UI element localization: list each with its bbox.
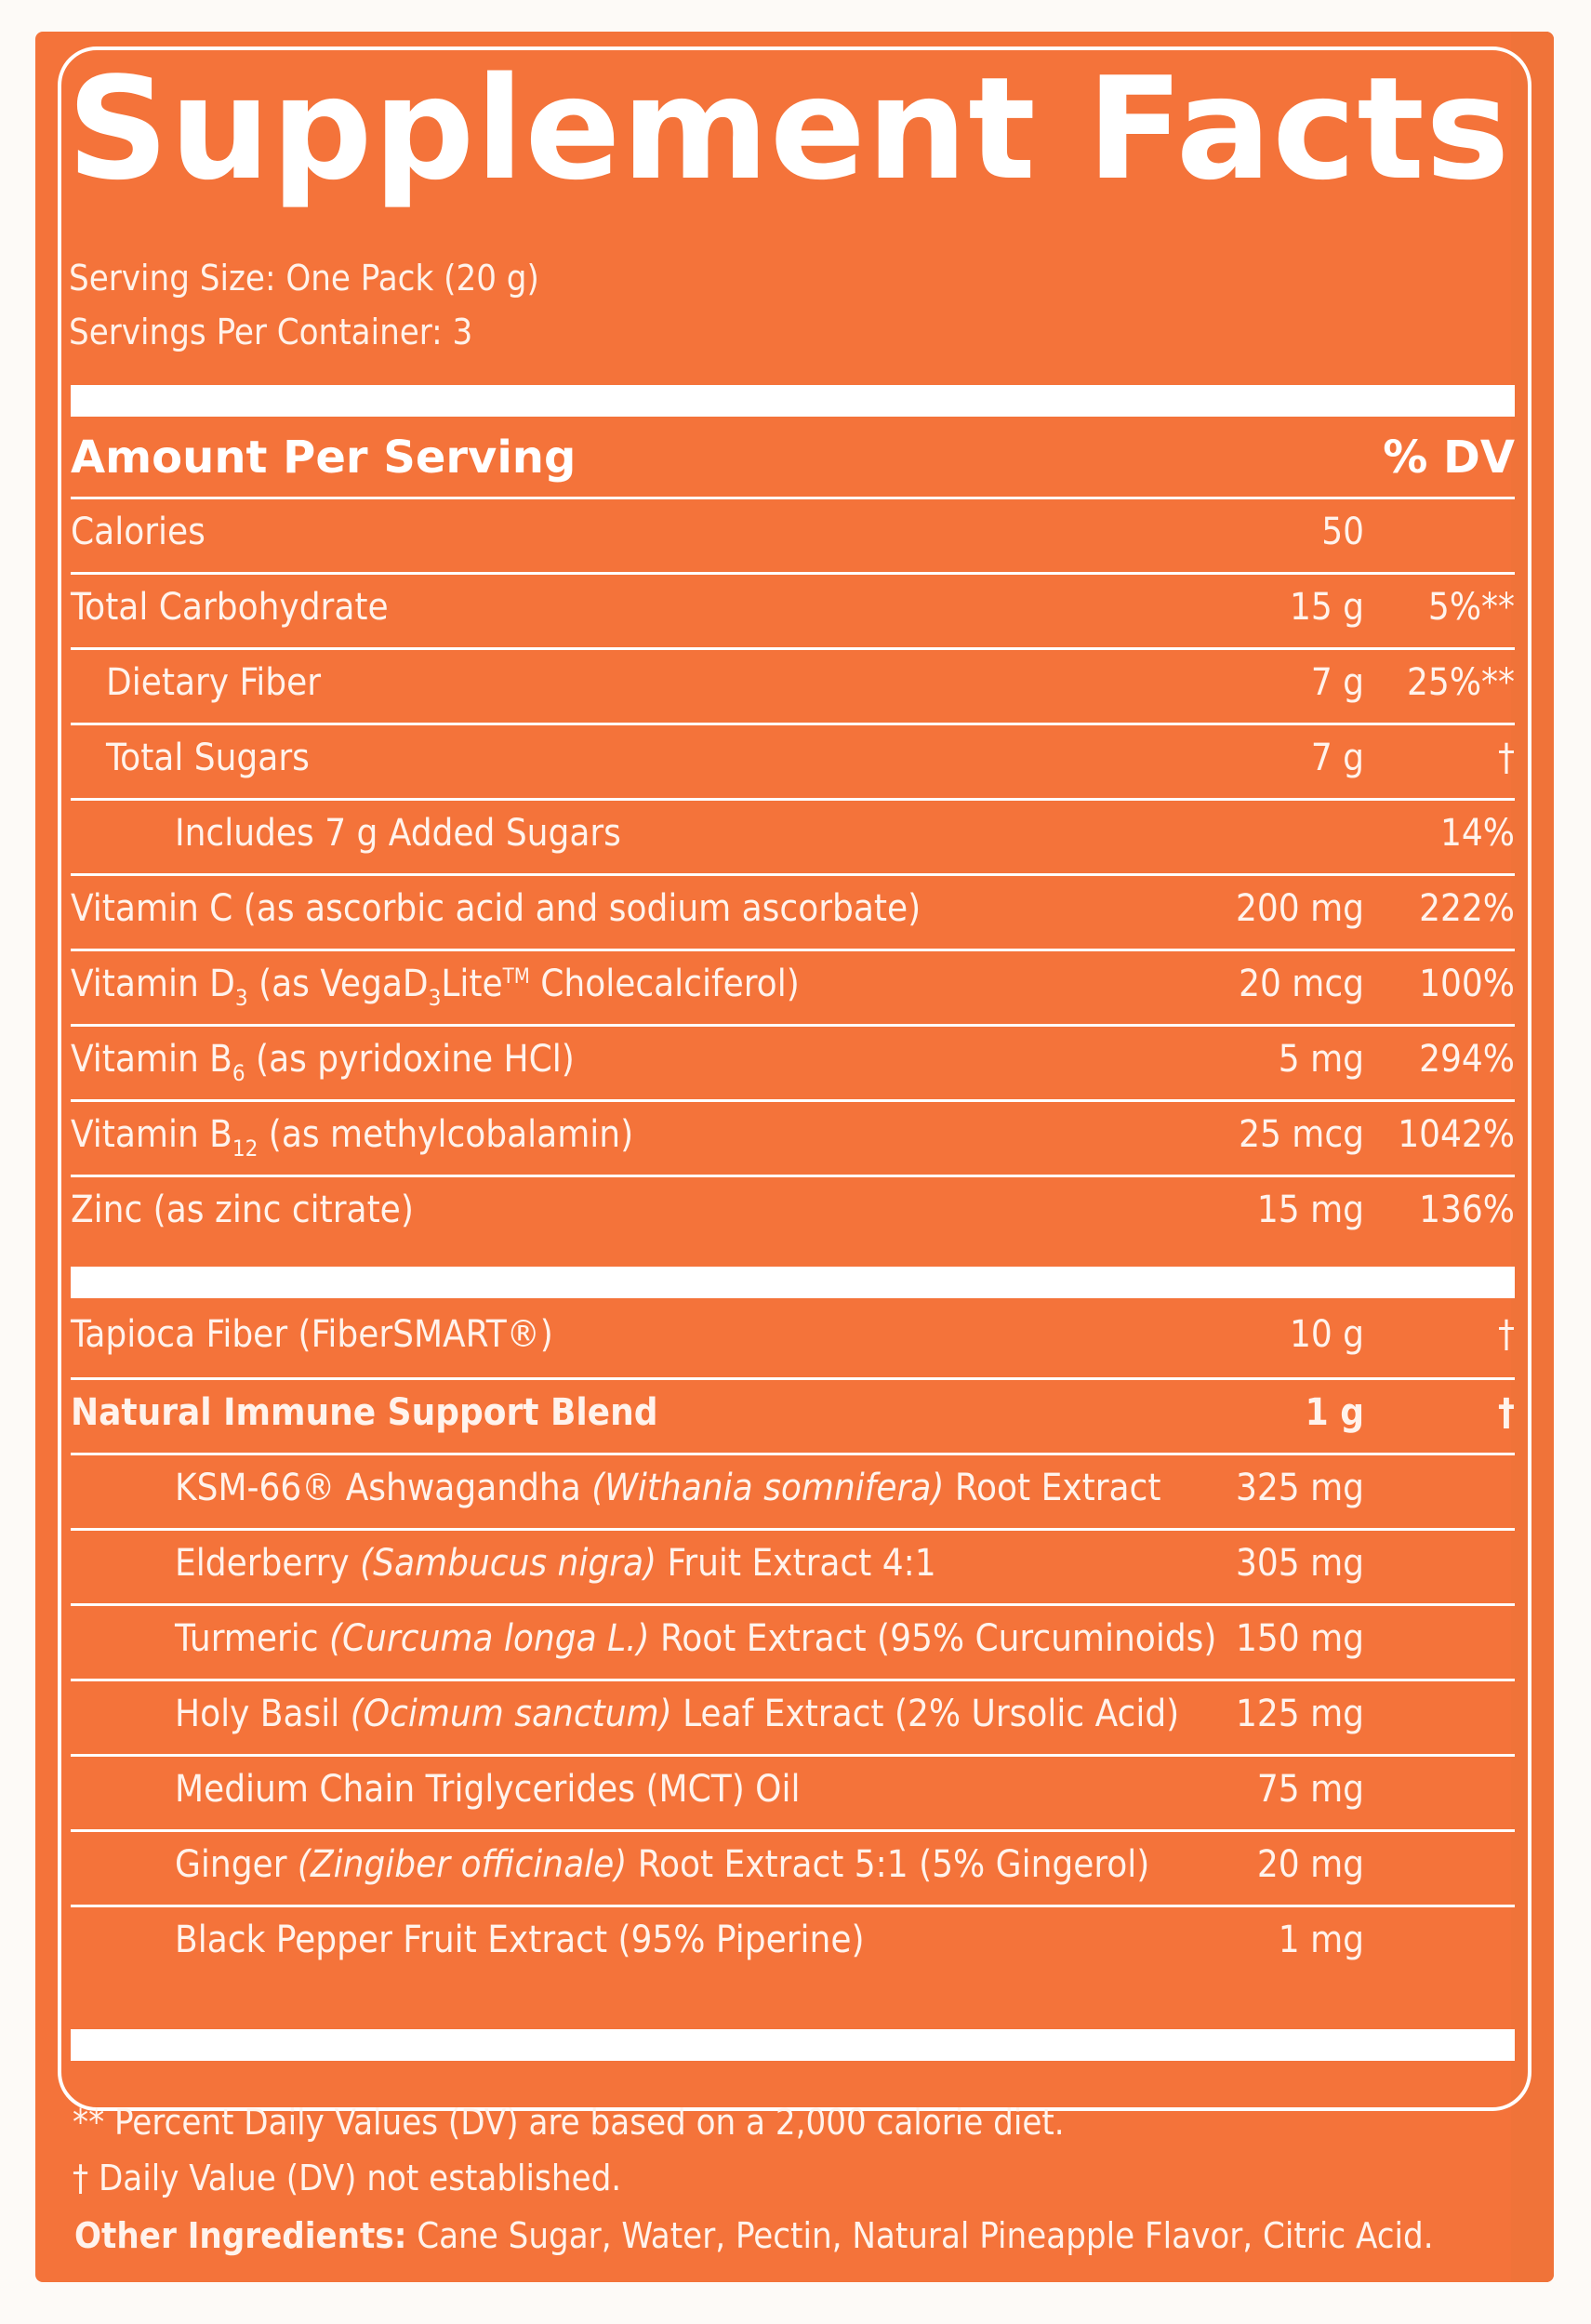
nutrient-dv: † [1498,737,1515,779]
nutrient-row-vitamin-d3: Vitamin D3 (as VegaD3LiteTM Cholecalcife… [71,949,1515,1024]
nutrient-name: Vitamin B6 (as pyridoxine HCl) [71,1038,575,1086]
nutrient-amount: 7 g [1310,737,1364,779]
supplement-facts-panel: Supplement Facts Serving Size: One Pack … [35,32,1554,2282]
nutrient-name: Vitamin B12 (as methylcobalamin) [71,1113,634,1162]
ingredient-name: Tapioca Fiber (FiberSMART®) [71,1313,553,1356]
nutrient-row-total-carbohydrate: Total Carbohydrate 15 g 5%** [71,572,1515,647]
nutrient-dv: 1042% [1398,1113,1515,1156]
nutrient-dv: 5%** [1427,586,1515,629]
blend-dv: † [1498,1391,1515,1434]
nutrient-row-zinc: Zinc (as zinc citrate) 15 mg 136% [71,1175,1515,1250]
ingredient-row-blend: Natural Immune Support Blend 1 g † [71,1377,1515,1453]
blend-item-amount: 325 mg [1235,1467,1364,1509]
serving-info: Serving Size: One Pack (20 g) Servings P… [69,251,539,359]
thick-divider [71,385,1515,417]
amount-per-serving-heading: Amount Per Serving [71,432,577,484]
nutrient-row-vitamin-b6: Vitamin B6 (as pyridoxine HCl) 5 mg 294% [71,1024,1515,1099]
other-ingredients-text: Cane Sugar, Water, Pectin, Natural Pinea… [406,2215,1434,2256]
footnote-dv-basis: ** Percent Daily Values (DV) are based o… [73,2102,1065,2143]
serving-size: Serving Size: One Pack (20 g) [69,258,539,299]
table-header: Amount Per Serving % DV [71,422,1515,493]
blend-item-row: Elderberry (Sambucus nigra) Fruit Extrac… [71,1528,1515,1603]
blend-item-amount: 20 mg [1256,1843,1364,1886]
nutrient-amount: 15 g [1289,586,1364,629]
nutrient-dv: 25%** [1407,661,1515,704]
other-ingredients-label: Other Ingredients: [74,2215,407,2256]
nutrient-dv: 136% [1419,1189,1515,1231]
blend-item-name: Elderberry (Sambucus nigra) Fruit Extrac… [175,1542,936,1585]
blend-item-name: Ginger (Zingiber officinale) Root Extrac… [175,1843,1150,1886]
nutrient-name: Dietary Fiber [106,661,322,704]
nutrient-name: Total Sugars [106,737,310,779]
nutrient-amount: 20 mcg [1239,963,1364,1005]
blend-amount: 1 g [1305,1391,1364,1434]
footnotes: ** Percent Daily Values (DV) are based o… [73,2094,1065,2206]
ingredient-amount: 10 g [1289,1313,1364,1356]
thick-divider [71,1267,1515,1298]
label-title: Supplement Facts [67,46,1511,211]
ingredient-row-tapioca-fiber: Tapioca Fiber (FiberSMART®) 10 g † [71,1302,1515,1377]
ingredient-dv: † [1498,1313,1515,1356]
nutrient-amount: 7 g [1310,661,1364,704]
nutrient-amount: 25 mcg [1239,1113,1364,1156]
nutrient-row-total-sugars: Total Sugars 7 g † [71,723,1515,798]
blend-item-amount: 1 mg [1278,1919,1364,1961]
blend-item-name: KSM-66® Ashwagandha (Withania somnifera)… [175,1467,1161,1509]
nutrient-row-added-sugars: Includes 7 g Added Sugars 14% [71,798,1515,873]
blend-item-amount: 125 mg [1235,1693,1364,1735]
nutrient-dv: 100% [1419,963,1515,1005]
nutrient-name: Calories [71,511,206,553]
nutrient-name: Zinc (as zinc citrate) [71,1189,414,1231]
package-edge [1511,32,1554,2282]
blend-item-name: Turmeric (Curcuma longa L.) Root Extract… [175,1617,1217,1660]
nutrient-row-vitamin-c: Vitamin C (as ascorbic acid and sodium a… [71,873,1515,949]
blend-item-name: Holy Basil (Ocimum sanctum) Leaf Extract… [175,1693,1180,1735]
nutrient-amount: 50 [1321,511,1364,553]
blend-item-amount: 305 mg [1235,1542,1364,1585]
blend-item-row: Medium Chain Triglycerides (MCT) Oil 75 … [71,1754,1515,1829]
blend-item-row: Holy Basil (Ocimum sanctum) Leaf Extract… [71,1679,1515,1754]
blend-name: Natural Immune Support Blend [71,1391,658,1434]
footnote-not-established: † Daily Value (DV) not established. [73,2158,622,2198]
nutrient-dv: 14% [1440,812,1515,855]
blend-item-name: Medium Chain Triglycerides (MCT) Oil [175,1768,801,1811]
nutrient-row-dietary-fiber: Dietary Fiber 7 g 25%** [71,647,1515,723]
thick-divider [71,2029,1515,2061]
nutrient-amount: 200 mg [1235,887,1364,930]
blend-item-row: Black Pepper Fruit Extract (95% Piperine… [71,1905,1515,1980]
dv-heading: % DV [1383,432,1515,484]
other-ingredients: Other Ingredients: Cane Sugar, Water, Pe… [74,2208,1434,2264]
label-border [58,46,1531,2111]
nutrient-name: Vitamin D3 (as VegaD3LiteTM Cholecalcife… [71,963,800,1011]
blend-item-row: Ginger (Zingiber officinale) Root Extrac… [71,1829,1515,1905]
nutrient-name: Total Carbohydrate [71,586,389,629]
blend-item-row: Turmeric (Curcuma longa L.) Root Extract… [71,1603,1515,1679]
nutrient-amount: 15 mg [1256,1189,1364,1231]
nutrient-row-vitamin-b12: Vitamin B12 (as methylcobalamin) 25 mcg … [71,1099,1515,1175]
nutrient-rows: Calories 50 Total Carbohydrate 15 g 5%**… [71,497,1515,1250]
nutrient-dv: 222% [1419,887,1515,930]
blend-item-name: Black Pepper Fruit Extract (95% Piperine… [175,1919,865,1961]
blend-item-amount: 75 mg [1256,1768,1364,1811]
nutrient-name: Includes 7 g Added Sugars [175,812,621,855]
blend-item-amount: 150 mg [1235,1617,1364,1660]
blend-rows: Tapioca Fiber (FiberSMART®) 10 g † Natur… [71,1302,1515,1980]
nutrient-dv: 294% [1419,1038,1515,1081]
blend-item-row: KSM-66® Ashwagandha (Withania somnifera)… [71,1453,1515,1528]
nutrient-amount: 5 mg [1278,1038,1364,1081]
nutrient-name: Vitamin C (as ascorbic acid and sodium a… [71,887,921,930]
nutrient-row-calories: Calories 50 [71,497,1515,572]
servings-per-container: Servings Per Container: 3 [69,312,473,352]
